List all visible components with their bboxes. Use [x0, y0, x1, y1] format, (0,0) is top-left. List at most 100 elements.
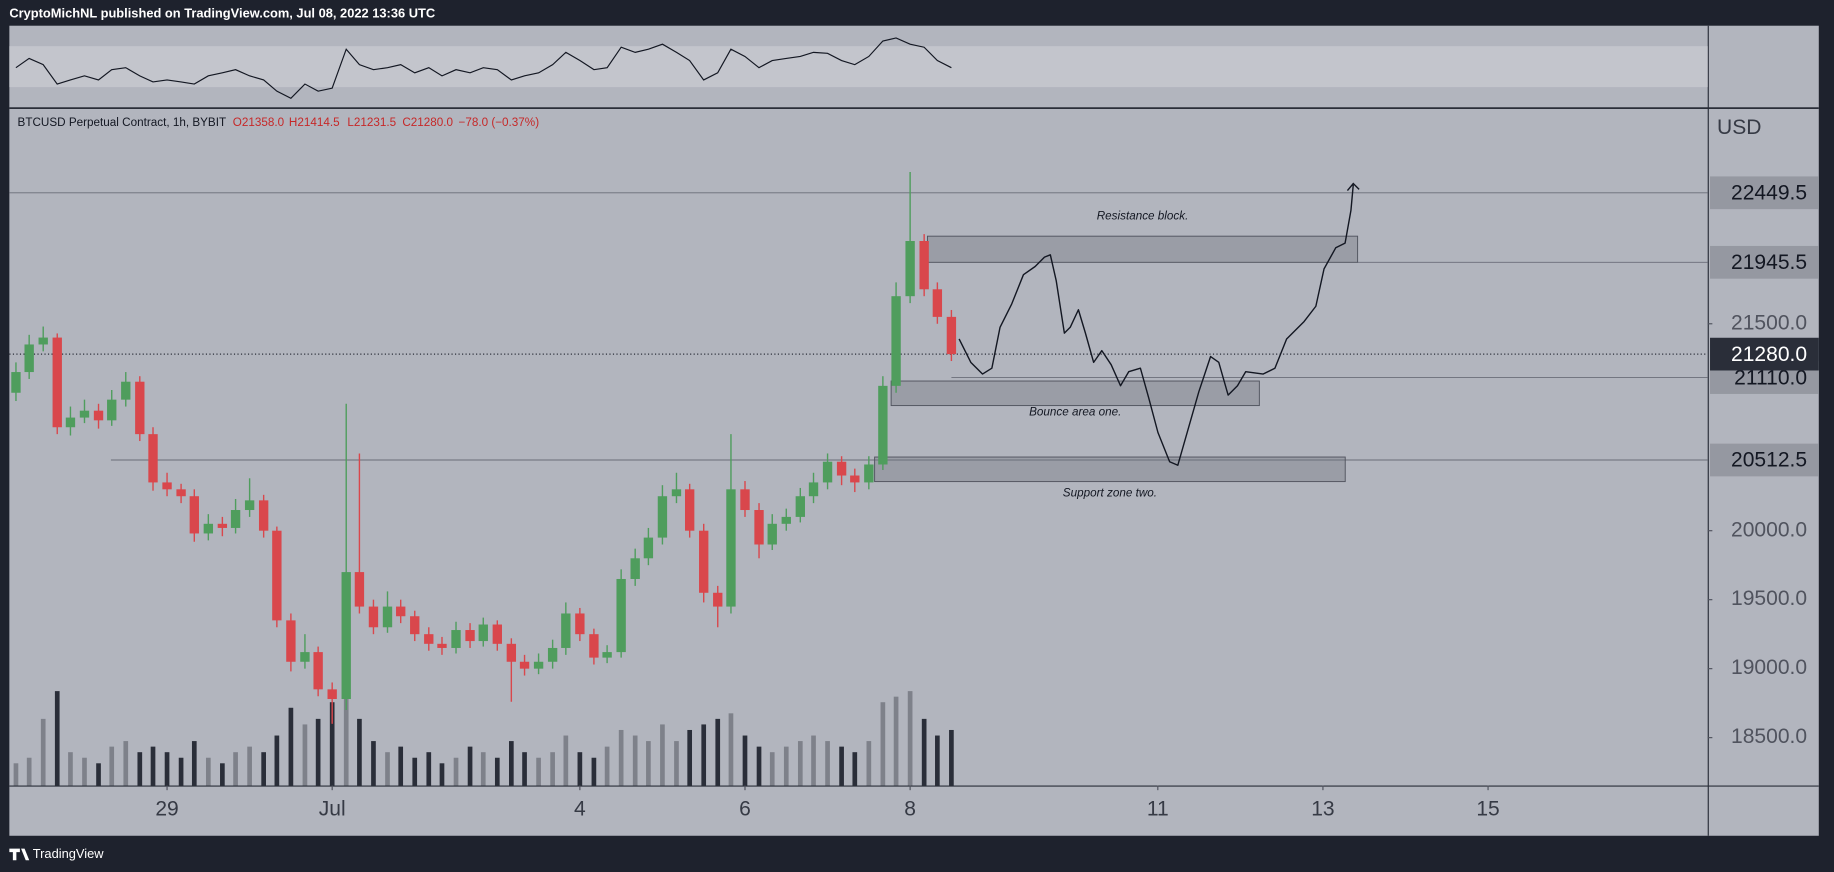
candle-body	[836, 461, 847, 476]
volume-bar	[385, 752, 390, 786]
candle-body	[795, 496, 805, 517]
candle-body	[864, 464, 874, 483]
candle-body	[341, 572, 351, 700]
volume-bar	[687, 729, 693, 786]
volume-bar	[247, 746, 252, 786]
level-box	[1710, 245, 1819, 279]
candle-body	[602, 652, 612, 658]
tradingview-logo	[9, 848, 30, 861]
candle-body	[547, 647, 558, 662]
axes: 18500.0 19000.0 19500.0 20000.0 21500.0 22449…	[155, 176, 1819, 821]
candle-body	[424, 634, 434, 644]
candle-body	[162, 482, 172, 490]
volume-bar	[509, 741, 514, 786]
ohlc-high: H21414.5	[289, 116, 340, 129]
candle-body	[671, 489, 682, 497]
volume-bar	[123, 741, 129, 786]
ohlc-close: C21280.0	[402, 116, 453, 129]
volume-bar	[660, 724, 665, 786]
level-box	[1710, 176, 1819, 210]
candle-body	[354, 572, 365, 607]
candle-body	[630, 558, 640, 579]
chart-area	[9, 25, 1819, 836]
volume-bar	[907, 691, 913, 786]
volume-bar	[40, 718, 46, 786]
volume-bar	[921, 718, 927, 786]
x-tick-label: 13	[1311, 798, 1334, 821]
volume-bar	[329, 702, 335, 786]
candle-body	[230, 510, 241, 528]
candle-body	[657, 496, 668, 538]
volume-bar	[453, 757, 459, 786]
volume-bar	[315, 718, 321, 786]
candle-body	[589, 634, 599, 658]
volume-bar	[467, 746, 473, 786]
indicator-line	[15, 37, 952, 100]
volume-bar	[949, 729, 954, 786]
volume-bar	[756, 746, 762, 786]
candle-body	[148, 434, 158, 483]
volume-bar	[935, 735, 940, 786]
candle-body	[699, 530, 709, 593]
x-tick-label: Jul	[319, 798, 346, 821]
volume-bar	[371, 741, 376, 786]
candle-body	[643, 537, 654, 559]
volume-bar	[577, 752, 583, 786]
volume-bar	[550, 752, 555, 786]
candle-body	[878, 385, 888, 465]
volume-bar	[480, 752, 486, 786]
volume-bar	[536, 757, 541, 786]
volume-bar	[522, 752, 527, 786]
zone	[874, 456, 1346, 483]
zone	[926, 235, 1359, 263]
candle-body	[726, 489, 736, 607]
candle-body	[93, 410, 104, 421]
price-pane: Resistance block. Bounce area one. Support…	[9, 172, 1708, 786]
volume-bar	[164, 752, 170, 786]
volume-bar	[742, 735, 748, 786]
candle-body	[533, 661, 544, 669]
y-tick-label: 19500.0	[1731, 587, 1807, 610]
candle-body	[781, 516, 791, 524]
volume-bar	[109, 746, 115, 786]
candle-body	[822, 461, 833, 483]
candle-body	[905, 241, 915, 297]
candle-body	[327, 689, 337, 700]
symbol-legend: BTCUSD Perpetual Contract, 1h, BYBIT	[18, 116, 227, 129]
candle-body	[272, 530, 282, 621]
y-tick-label: 21500.0	[1731, 311, 1807, 334]
candle-body	[217, 523, 228, 528]
volume-bar	[618, 729, 624, 786]
level-label: 21110.0	[1734, 366, 1807, 389]
volume-bar	[769, 752, 775, 786]
volume-bar	[398, 746, 404, 786]
volume-bar	[233, 752, 238, 786]
volume-bar	[632, 735, 638, 786]
volume-bar	[96, 763, 101, 786]
projection-path	[958, 184, 1354, 466]
volume-bar	[797, 741, 803, 786]
last-price-label: 21280.0	[1731, 343, 1807, 366]
volume-bar	[701, 724, 707, 786]
candle-body	[176, 489, 186, 497]
volume-bar	[674, 741, 679, 786]
volume-bar	[343, 696, 349, 786]
candle-body	[451, 630, 461, 648]
volume-bar	[137, 752, 143, 786]
volume-bar	[880, 702, 886, 786]
candle-body	[135, 381, 145, 435]
volume-bar	[811, 735, 816, 786]
candle-body	[313, 652, 323, 690]
candle-body	[396, 606, 406, 617]
currency-label: USD	[1717, 116, 1761, 139]
volume-bar	[646, 741, 651, 786]
volume-bar	[591, 757, 597, 786]
candle-body	[24, 344, 34, 373]
candle-body	[79, 410, 90, 418]
volume-bar	[412, 757, 418, 786]
volume-bar	[839, 746, 844, 786]
level-box	[1710, 443, 1819, 477]
volume-bar	[288, 707, 294, 786]
candle-body	[713, 592, 723, 607]
